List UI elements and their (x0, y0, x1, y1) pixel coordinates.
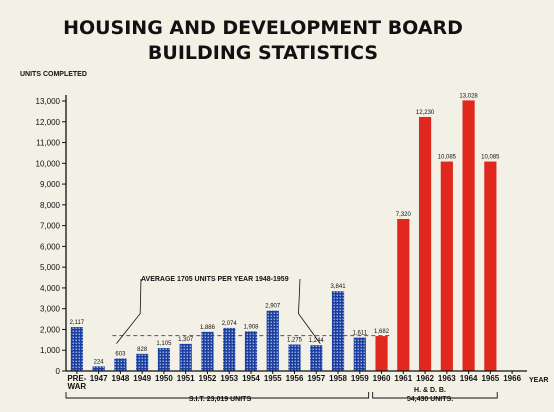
data-label: 1,908 (243, 324, 259, 330)
sit-bar (92, 366, 105, 371)
hdb-bar (418, 116, 432, 371)
x-tick-label: 1953 (220, 374, 238, 383)
data-label: 2,074 (222, 321, 238, 327)
x-tick-label: 1948 (112, 374, 130, 383)
hdb-bar (397, 218, 410, 371)
x-tick-label: 1950 (155, 374, 173, 383)
x-tick-label: 1956 (286, 374, 304, 383)
data-label: 12,230 (416, 110, 435, 116)
data-label: 1,886 (200, 325, 216, 331)
hdb-group-label-line1: H. & D. B. (414, 387, 446, 394)
y-tick-label: 10,000 (36, 159, 61, 168)
x-tick-label: 1949 (133, 374, 151, 383)
y-tick-label: 0 (56, 367, 61, 376)
data-labels: 2,117 224 603 828 1,105 1,307 1,886 2,074 1,908 2… (70, 93, 501, 365)
sit-bar (136, 353, 149, 371)
sit-group-brace (65, 392, 370, 399)
data-label: 3,841 (331, 284, 347, 290)
y-tick-label: 5,000 (40, 263, 61, 272)
x-tick-label: 1964 (460, 374, 478, 383)
x-tick-label: 1959 (351, 374, 369, 383)
data-label: 10,085 (438, 155, 457, 161)
x-tick-label: 1951 (177, 374, 195, 383)
x-tick-label: 1955 (264, 374, 282, 383)
hdb-group-label-line2: 54,430 UNITS. (407, 396, 453, 403)
sit-bar (223, 327, 236, 371)
bars (70, 100, 497, 372)
data-label: 2,907 (265, 304, 281, 310)
data-label: 828 (137, 347, 148, 353)
y-axis-title: UNITS COMPLETED (20, 71, 87, 78)
y-tick-label: 12,000 (36, 118, 61, 127)
y-tick-label: 4,000 (40, 284, 61, 293)
data-label: 7,320 (396, 212, 412, 218)
y-tick-label: 3,000 (40, 305, 61, 314)
y-tick-label: 11,000 (36, 139, 60, 148)
x-tick-label: 1961 (394, 374, 412, 383)
y-axis-ticks: 0 1,000 2,000 3,000 4,000 5,000 6,000 7,000 8,00… (36, 97, 66, 376)
hdb-bar (440, 161, 453, 371)
x-axis-title: YEAR (529, 377, 548, 384)
data-label: 224 (94, 359, 105, 365)
average-leader-right (298, 278, 321, 344)
data-label: 1,105 (156, 341, 172, 347)
sit-bar (179, 343, 192, 371)
y-tick-label: 2,000 (40, 325, 61, 334)
y-tick-label: 9,000 (40, 180, 61, 189)
sit-bar (310, 345, 323, 371)
average-leader-left (116, 278, 142, 344)
data-label: 1,682 (374, 329, 390, 335)
sit-bar (70, 327, 83, 371)
x-tick-label: 1963 (438, 374, 456, 383)
x-tick-label: 1958 (329, 374, 347, 383)
x-tick-label: 1965 (481, 374, 499, 383)
hdb-bar (484, 161, 497, 371)
x-tick-label: 1954 (242, 374, 260, 383)
x-tick-label: 1960 (373, 374, 391, 383)
x-tick-label: PRE- (67, 374, 86, 383)
data-label: 1,611 (352, 331, 367, 337)
data-label: 13,028 (459, 93, 478, 99)
hdb-group-brace (372, 392, 498, 399)
x-tick-label: 1952 (199, 374, 217, 383)
data-label: 10,085 (481, 155, 500, 161)
x-tick-label: 1947 (90, 374, 108, 383)
data-label: 1,244 (309, 338, 325, 344)
data-label: 2,117 (70, 320, 85, 326)
y-tick-label: 6,000 (40, 242, 61, 251)
sit-bar (266, 310, 279, 371)
sit-group-label: S.I.T. 23,019 UNITS (189, 396, 252, 403)
data-label: 1,307 (178, 337, 194, 343)
sit-bar (331, 291, 345, 371)
data-label: 603 (115, 351, 126, 357)
x-tick-label: WAR (68, 382, 87, 391)
group-braces (65, 392, 498, 399)
y-tick-label: 7,000 (40, 222, 61, 231)
sit-bar (157, 348, 171, 371)
chart-title: HOUSING AND DEVELOPMENT BOARD (63, 17, 463, 39)
sit-bar (244, 331, 258, 371)
data-label: 1,275 (287, 338, 303, 344)
y-tick-label: 8,000 (40, 201, 61, 210)
sit-bar (201, 331, 214, 371)
average-annotation: AVERAGE 1705 UNITS PER YEAR 1948-1959 (141, 276, 289, 283)
x-tick-label: 1962 (416, 374, 434, 383)
hdb-bar (462, 100, 475, 372)
sit-bar (353, 337, 366, 371)
x-tick-label: 1966 (503, 374, 521, 383)
hdb-bar (375, 336, 388, 371)
y-tick-label: 1,000 (40, 346, 61, 355)
x-tick-label: 1957 (307, 374, 325, 383)
chart-subtitle: BUILDING STATISTICS (148, 42, 378, 64)
sit-bar (288, 344, 301, 371)
y-tick-label: 13,000 (36, 97, 61, 106)
sit-bar (114, 358, 127, 371)
